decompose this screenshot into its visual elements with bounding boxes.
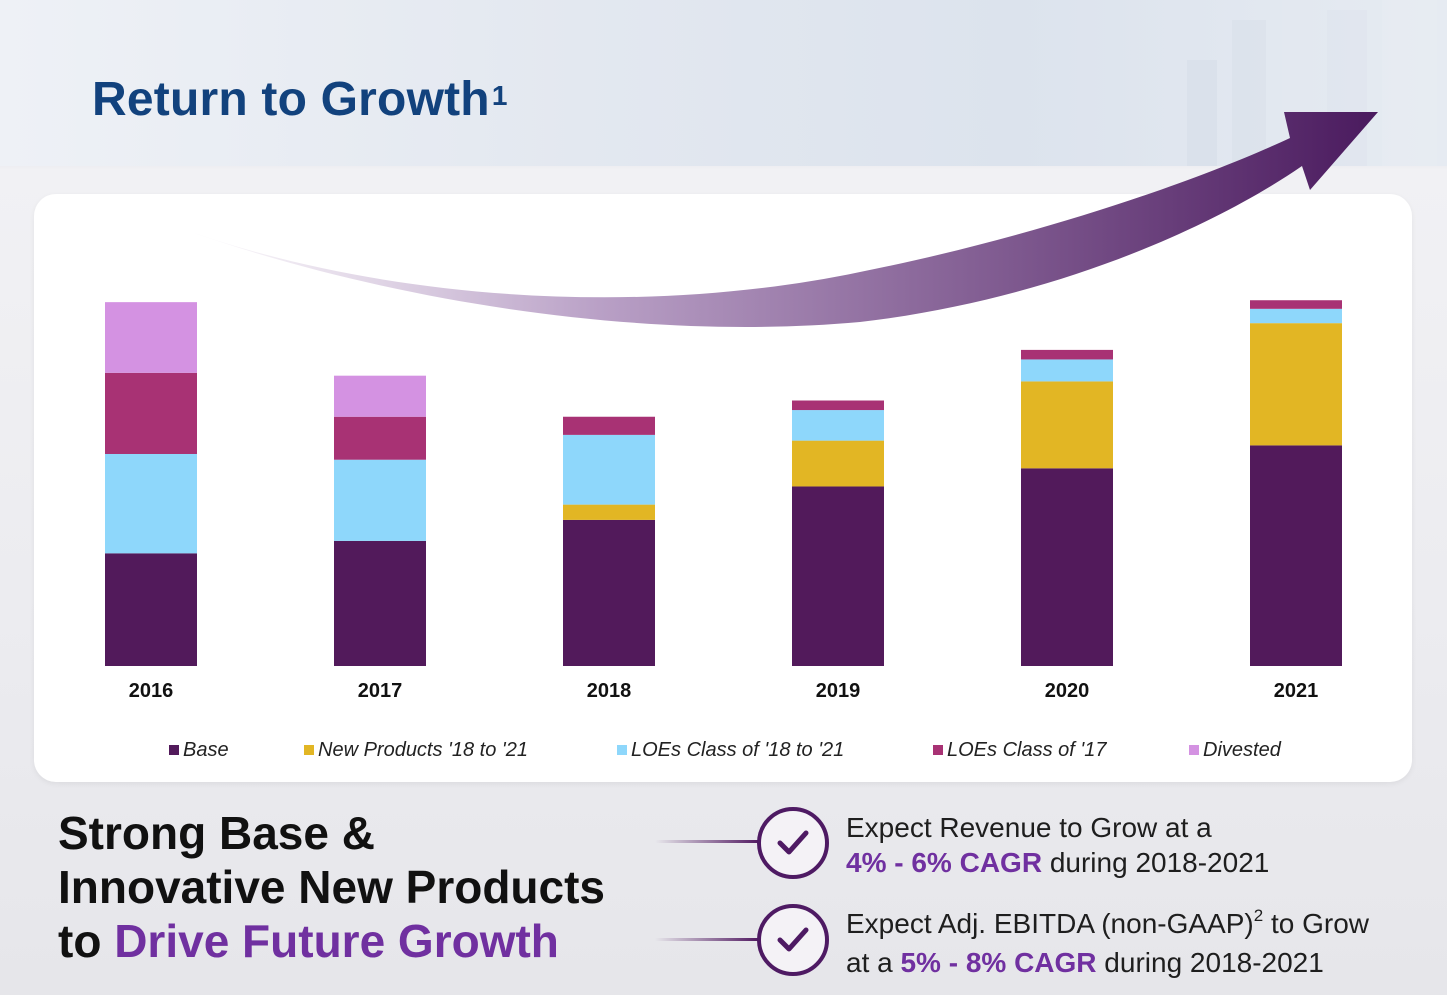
bar-segment-2016-4: [105, 372, 197, 454]
connector-line: [655, 938, 760, 941]
legend-label: New Products '18 to '21: [318, 738, 528, 761]
bar-segment-2020-2: [1021, 381, 1113, 469]
bar-segment-2019-1: [792, 486, 884, 666]
legend-swatch: [933, 745, 943, 755]
bar-segment-2017-1: [334, 540, 426, 666]
legend-item-loes-18-21: LOEs Class of '18 to '21: [617, 738, 844, 762]
connector-line: [655, 840, 760, 843]
x-tick-label: 2017: [358, 680, 403, 702]
legend-label: LOEs Class of '17: [947, 738, 1107, 761]
x-tick-label: 2020: [1045, 680, 1090, 702]
bar-segment-2020-1: [1021, 468, 1113, 666]
growth-arrow-icon: [180, 112, 1378, 327]
legend-label: Base: [183, 738, 229, 761]
bar-segment-2019-4: [792, 400, 884, 411]
bar-segment-2017-5: [334, 375, 426, 417]
bar-segment-2017-3: [334, 459, 426, 541]
summary-accent: Drive Future Growth: [114, 915, 559, 967]
bar-segment-2019-3: [792, 410, 884, 441]
legend-item-divested: Divested: [1189, 738, 1281, 762]
bar-segment-2018-2: [563, 504, 655, 520]
legend-label: Divested: [1203, 738, 1281, 761]
legend-swatch: [304, 745, 314, 755]
revenue-cagr: 4% - 6% CAGR: [846, 847, 1043, 878]
x-tick-label: 2021: [1274, 680, 1319, 702]
legend-item-new-products: New Products '18 to '21: [304, 738, 528, 762]
ebitda-expectation: Expect Adj. EBITDA (non-GAAP)2 to Grow a…: [846, 906, 1370, 978]
bar-segment-2016-5: [105, 302, 197, 373]
bar-segment-2021-4: [1250, 300, 1342, 309]
legend-swatch: [1189, 745, 1199, 755]
bar-segment-2020-4: [1021, 349, 1113, 360]
bar-segment-2020-3: [1021, 359, 1113, 382]
legend-swatch: [169, 745, 179, 755]
x-tick-label: 2016: [129, 680, 174, 702]
x-tick-label: 2019: [816, 680, 861, 702]
legend-label: LOEs Class of '18 to '21: [631, 738, 845, 761]
legend-item-loes-17: LOEs Class of '17: [933, 738, 1106, 762]
bar-segment-2021-2: [1250, 323, 1342, 446]
summary-headline: Strong Base & Innovative New Products to…: [58, 806, 605, 968]
bar-segment-2016-3: [105, 453, 197, 554]
checkmark-icon: [757, 807, 829, 879]
bar-segment-2017-4: [334, 416, 426, 460]
bar-segment-2021-1: [1250, 445, 1342, 666]
bar-segment-2019-2: [792, 440, 884, 487]
revenue-expectation: Expect Revenue to Grow at a 4% - 6% CAGR…: [846, 812, 1270, 878]
summary-line-2: Innovative New Products: [58, 861, 606, 913]
footnote-marker: 2: [1253, 906, 1264, 925]
chart-card: [34, 194, 1412, 782]
page-title: Return to Growth1: [92, 73, 508, 126]
stacked-bar-chart: 2016 2017 2018 2019 2020 2021: [105, 112, 1378, 702]
bar-segment-2018-4: [563, 416, 655, 435]
x-tick-label: 2018: [587, 680, 632, 702]
summary-line-3: to Drive Future Growth: [58, 915, 559, 967]
legend-item-base: Base: [169, 738, 229, 762]
bar-segment-2016-1: [105, 553, 197, 666]
checkmark-icon: [757, 904, 829, 976]
summary-line-1: Strong Base &: [58, 807, 375, 859]
legend-swatch: [617, 745, 627, 755]
title-footnote-marker: 1: [491, 80, 508, 111]
bar-segment-2018-1: [563, 519, 655, 666]
bar-segment-2021-3: [1250, 308, 1342, 324]
ebitda-cagr: 5% - 8% CAGR: [900, 947, 1097, 978]
bar-segment-2018-3: [563, 434, 655, 505]
